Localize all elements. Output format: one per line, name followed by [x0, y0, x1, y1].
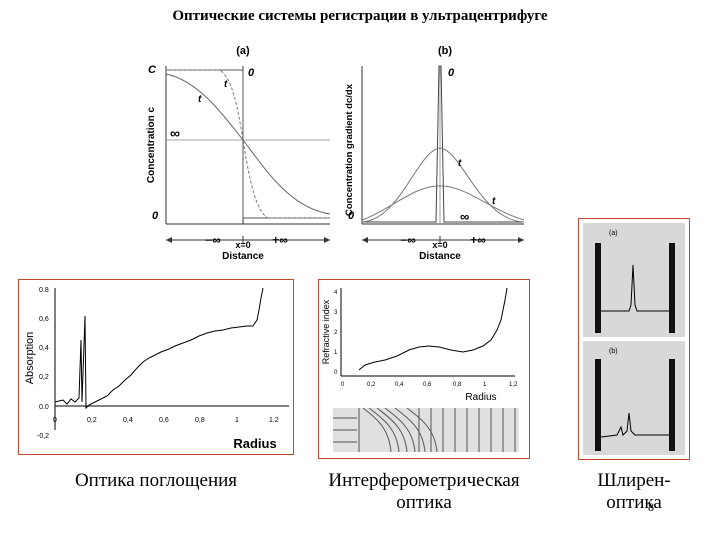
- c0-label: C: [148, 64, 157, 76]
- abs-ytick-2: 0,4: [39, 345, 49, 352]
- panel-a-xtick-minus: −∞: [205, 233, 221, 247]
- gradient-t2-curve: [361, 185, 525, 221]
- caption-interference: Интерферометрическая оптика: [296, 470, 552, 514]
- spike-curve: [362, 65, 524, 223]
- caption-schlieren: Шлирен- оптика: [570, 470, 698, 514]
- int-xtick-1: 0,2: [367, 382, 376, 388]
- abs-xtick-4: 0,8: [195, 417, 205, 424]
- abs-xtick-5: 1: [235, 417, 239, 424]
- schlieren-frame: (a) (b): [578, 218, 690, 460]
- panel-b-xlabel: Distance: [419, 251, 461, 262]
- gradient-diagram: (b) 0 t t ∞ 0 −∞ x=0 +∞ Distance Concent…: [344, 45, 525, 262]
- int-xtick-0: 0: [341, 382, 345, 388]
- int-xlabel: Radius: [465, 392, 496, 403]
- panel-a-xlabel: Distance: [222, 251, 264, 262]
- interference-plot: 4 3 2 1 0 0 0,2 0,4 0,6 0,8 1 1,2 Refrac…: [321, 287, 519, 453]
- schlieren-label-a: (a): [609, 230, 618, 237]
- panel-b-label: (b): [438, 45, 452, 57]
- interference-frame: 4 3 2 1 0 0 0,2 0,4 0,6 0,8 1 1,2 Refrac…: [318, 279, 530, 459]
- absorption-trace: [54, 287, 264, 410]
- panel-a-zero-top: 0: [248, 67, 255, 79]
- panel-b-infinity: ∞: [460, 209, 469, 224]
- schlieren-trace-b: [600, 412, 669, 438]
- step-curve: [166, 69, 330, 219]
- abs-xtick-2: 0,4: [123, 417, 133, 424]
- panel-b-t2: t: [492, 196, 496, 207]
- int-ytick-3: 1: [334, 350, 338, 356]
- schlieren-images: (a) (b): [583, 223, 685, 455]
- abs-xtick-1: 0,2: [87, 417, 97, 424]
- interference-trace: [358, 287, 508, 371]
- panel-b-zero-bottom: 0: [348, 210, 355, 222]
- abs-xtick-6: 1.2: [269, 417, 279, 424]
- panel-b-t1: t: [458, 158, 462, 169]
- panel-b-xtick-zero: x=0: [432, 240, 447, 250]
- panel-b-xtick-minus: −∞: [400, 233, 416, 247]
- abs-xtick-0: 0: [53, 417, 57, 424]
- int-ytick-2: 2: [334, 330, 338, 336]
- int-ytick-1: 3: [334, 310, 338, 316]
- panel-a-t2: t: [198, 94, 202, 105]
- t1-curve: [166, 69, 330, 219]
- panel-a-ylabel: Concentration c: [146, 107, 157, 184]
- fringe-image: [333, 408, 519, 452]
- caption-schlieren-line2: оптика: [606, 492, 662, 513]
- int-xtick-5: 1: [483, 382, 487, 388]
- caption-interference-line2: оптика: [396, 492, 452, 513]
- concentration-diagram: (a) C 0 t t ∞ 0 −∞ x=0 +∞ Distance Conce…: [146, 45, 331, 262]
- int-ytick-4: 0: [334, 370, 338, 376]
- slide-title: Оптические системы регистрации в ультрац…: [172, 8, 548, 24]
- abs-ylabel: Absorption: [24, 332, 36, 385]
- int-xtick-4: 0,8: [453, 382, 462, 388]
- panel-b-ylabel: Concentration gradient dc/dx: [344, 83, 355, 216]
- int-xtick-6: 1,2: [509, 382, 518, 388]
- t2-curve: [165, 73, 331, 215]
- absorption-plot: 0.8 0,6 0,4 0,2 0.0 -0,2 0 0,2 0,4 0,6 0…: [24, 287, 289, 451]
- caption-interference-line1: Интерферометрическая: [328, 470, 520, 491]
- page-number: 8: [648, 500, 654, 514]
- int-xtick-2: 0,4: [395, 382, 404, 388]
- int-ytick-0: 4: [334, 290, 338, 296]
- panel-a-t1: t: [224, 79, 228, 90]
- abs-xtick-3: 0,6: [159, 417, 169, 424]
- caption-absorption: Оптика поглощения: [74, 470, 238, 491]
- panel-a-xtick-plus: +∞: [272, 233, 288, 247]
- abs-xlabel: Radius: [233, 436, 276, 451]
- caption-schlieren-line1: Шлирен-: [597, 470, 671, 491]
- abs-ytick-1: 0,6: [39, 316, 49, 323]
- panel-a-xtick-zero: x=0: [235, 240, 250, 250]
- panel-a-infinity: ∞: [170, 125, 180, 141]
- abs-ytick-0: 0.8: [39, 287, 49, 294]
- abs-ytick-4: 0.0: [39, 404, 49, 411]
- panel-b-zero-top: 0: [448, 67, 455, 79]
- schlieren-trace-a: [601, 264, 669, 312]
- panel-a-zero-bottom: 0: [152, 210, 159, 222]
- panel-b-xtick-plus: +∞: [470, 233, 486, 247]
- int-ylabel: Refractive index: [321, 299, 331, 364]
- schlieren-label-b: (b): [609, 348, 618, 355]
- panel-a-label: (a): [236, 45, 250, 57]
- int-xtick-3: 0,6: [423, 382, 432, 388]
- abs-ytick-3: 0,2: [39, 374, 49, 381]
- absorption-frame: 0.8 0,6 0,4 0,2 0.0 -0,2 0 0,2 0,4 0,6 0…: [18, 279, 294, 455]
- abs-ytick-5: -0,2: [37, 433, 49, 440]
